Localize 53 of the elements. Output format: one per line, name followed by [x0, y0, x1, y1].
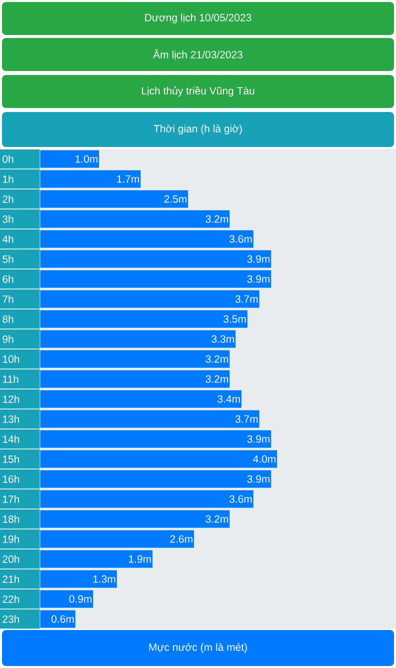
y-tick-label: 23h — [2, 615, 20, 623]
y-tick-label: 22h — [2, 595, 20, 603]
y-tick-label: 2h — [2, 195, 14, 203]
data-label: 3.6m — [229, 235, 252, 243]
y-tick-label: 1h — [3, 175, 14, 183]
data-label: 1.0m — [76, 155, 98, 163]
y-tick-label: 5h — [2, 255, 14, 263]
data-label: 4.0m — [253, 455, 276, 463]
y-tick-label: 19h — [3, 535, 20, 543]
y-tick-label: 21h — [2, 575, 20, 583]
data-label: 3.7m — [235, 415, 258, 423]
data-label: 3.5m — [224, 315, 246, 323]
data-label: 1.3m — [93, 575, 116, 583]
y-tick-label: 17h — [3, 495, 20, 503]
y-tick-label: 3h — [2, 215, 14, 223]
text: Thời gian (h là giờ) — [154, 124, 242, 134]
chart-subtitle: Âm lịch 21/03/2023 — [153, 49, 242, 60]
data-label: 3.2m — [206, 375, 228, 383]
data-label: 0.6m — [51, 615, 74, 623]
data-label: 3.9m — [247, 255, 270, 263]
y-tick-label: 8h — [2, 315, 14, 323]
y-tick-label: 6h — [2, 275, 14, 283]
data-label: 3.3m — [212, 335, 234, 343]
y-tick-label: 0h — [2, 155, 14, 163]
data-label: 3.4m — [218, 395, 240, 403]
data-label: 1.7m — [117, 175, 139, 183]
chart-title: Dương lịch 10/05/2023 — [145, 14, 252, 24]
y-tick-label: 9h — [2, 335, 14, 343]
data-label: 3.6m — [229, 495, 252, 503]
y-tick-label: 4h — [2, 235, 14, 243]
data-label: 2.6m — [170, 535, 192, 543]
text: Mực nước (m là mét) — [149, 643, 247, 653]
data-label: 3.2m — [206, 215, 228, 223]
data-label: 3.2m — [206, 355, 228, 363]
data-label: 3.9m — [247, 475, 270, 483]
data-label: 3.7m — [235, 295, 258, 303]
data-label: 1.9m — [128, 555, 151, 563]
y-tick-label: 18h — [3, 515, 20, 523]
data-label: 3.9m — [247, 275, 270, 283]
y-tick-label: 16h — [3, 475, 20, 483]
y-tick-label: 10h — [3, 355, 20, 363]
y-tick-label: 7h — [2, 295, 14, 303]
data-label: 2.5m — [164, 195, 186, 203]
y-tick-label: 15h — [3, 455, 20, 463]
y-tick-label: 12h — [3, 395, 20, 403]
y-tick-label: 20h — [2, 555, 20, 563]
text: Lịch thủy triều Vũng Tàu — [142, 86, 254, 97]
data-label: 3.2m — [206, 515, 228, 523]
y-tick-label: 11h — [3, 375, 18, 383]
data-label: 0.9m — [69, 595, 92, 603]
y-tick-label: 13h — [3, 415, 20, 423]
y-tick-label: 14h — [3, 435, 20, 443]
data-label: 3.9m — [247, 435, 270, 443]
